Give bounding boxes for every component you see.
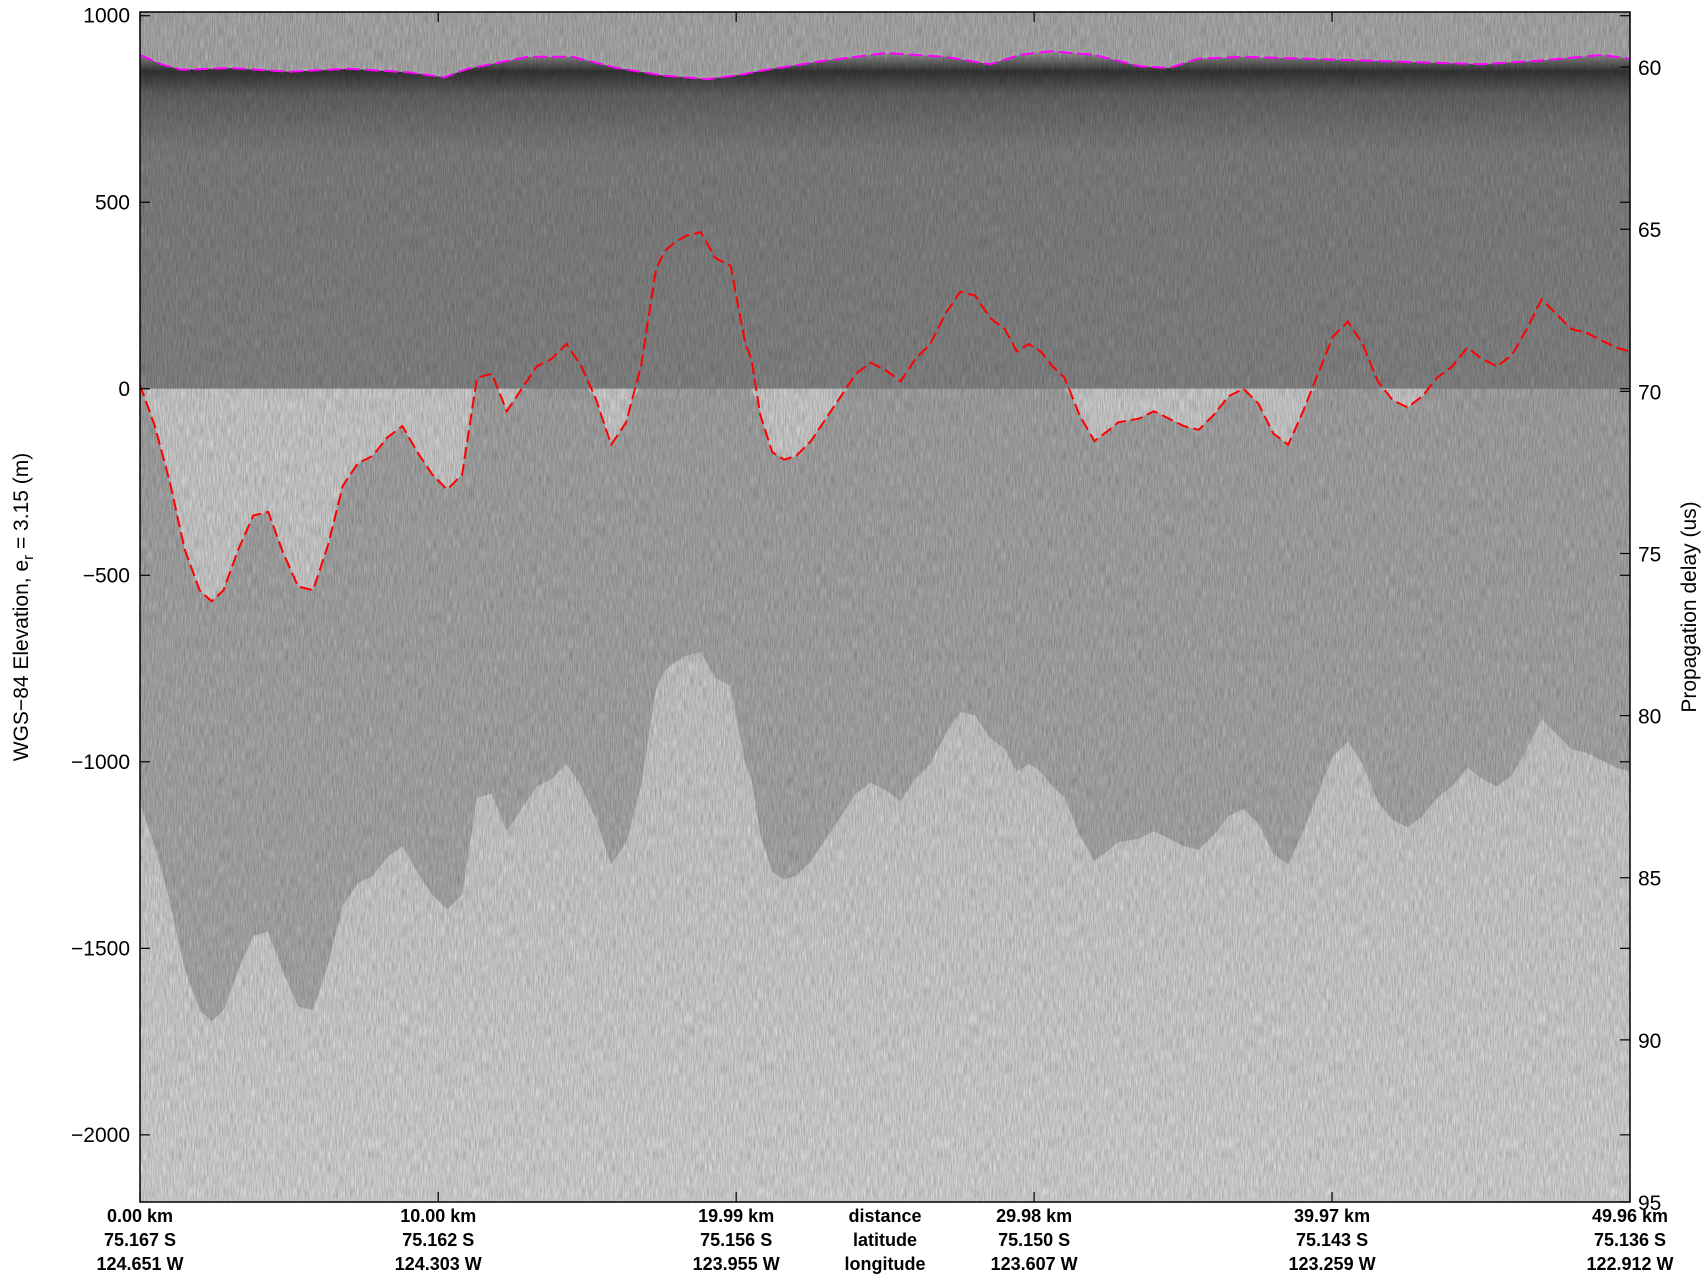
bottom-tick-longitude: 124.303 W xyxy=(395,1254,482,1274)
left-tick-label: −2000 xyxy=(71,1124,130,1147)
bottom-tick-distance: 49.96 km xyxy=(1592,1206,1668,1226)
right-tick-label: 80 xyxy=(1638,706,1661,729)
right-tick-label: 65 xyxy=(1638,219,1661,242)
right-tick-label: 90 xyxy=(1638,1030,1661,1053)
bottom-tick-latitude: 75.167 S xyxy=(104,1230,176,1250)
plot-frame xyxy=(139,11,1631,1203)
bottom-tick-longitude: 124.651 W xyxy=(96,1254,183,1274)
bottom-tick-longitude: 122.912 W xyxy=(1586,1254,1673,1274)
left-axis-title-suffix: = 3.15 (m) xyxy=(10,453,33,555)
bottom-tick-distance: 10.00 km xyxy=(400,1206,476,1226)
bottom-tick-latitude: 75.156 S xyxy=(700,1230,772,1250)
left-tick-label: 0 xyxy=(118,378,130,401)
right-tick-label: 95 xyxy=(1638,1192,1661,1215)
right-tick-label: 85 xyxy=(1638,868,1661,891)
bottom-tick-longitude: 123.607 W xyxy=(991,1254,1078,1274)
bottom-tick-distance: 29.98 km xyxy=(996,1206,1072,1226)
bottom-tick-latitude: 75.136 S xyxy=(1594,1230,1666,1250)
row-label-distance: distance xyxy=(848,1206,921,1226)
row-label-latitude: latitude xyxy=(853,1230,917,1250)
bottom-tick-latitude: 75.143 S xyxy=(1296,1230,1368,1250)
bottom-tick-distance: 39.97 km xyxy=(1294,1206,1370,1226)
left-tick-label: 500 xyxy=(95,191,130,214)
bottom-axis: 0.00 km 75.167 S 124.651 W 10.00 km 75.162 S… xyxy=(96,12,1674,1274)
right-tick-label: 75 xyxy=(1638,543,1661,566)
left-tick-label: −500 xyxy=(83,564,130,587)
bottom-tick-longitude: 123.259 W xyxy=(1289,1254,1376,1274)
right-axis: 60 65 70 75 80 85 90 95 xyxy=(1620,57,1661,1215)
right-axis-title: Propagation delay (us) xyxy=(1678,501,1701,712)
bottom-tick-longitude: 123.955 W xyxy=(693,1254,780,1274)
left-tick-label: −1000 xyxy=(71,751,130,774)
surface-pick-line xyxy=(140,50,1630,81)
bottom-tick-latitude: 75.162 S xyxy=(402,1230,474,1250)
plot-area xyxy=(140,12,1630,1202)
row-label-longitude: longitude xyxy=(845,1254,926,1274)
bottom-tick-latitude: 75.150 S xyxy=(998,1230,1070,1250)
bottom-tick-distance: 19.99 km xyxy=(698,1206,774,1226)
left-tick-label: 1000 xyxy=(83,5,130,28)
left-axis: 1000 500 0 −500 −1000 −1500 −2000 xyxy=(71,5,1630,1147)
bottom-tick-distance: 0.00 km xyxy=(107,1206,173,1226)
left-tick-label: −1500 xyxy=(71,937,130,960)
left-axis-title: WGS−84 Elevation, er = 3.15 (m) xyxy=(10,453,37,761)
bed-pick-line xyxy=(140,230,1630,603)
left-axis-title-subscript: r xyxy=(20,555,37,560)
right-tick-label: 70 xyxy=(1638,381,1661,404)
noise-overlay xyxy=(140,12,1630,1202)
right-tick-label: 60 xyxy=(1638,57,1661,80)
